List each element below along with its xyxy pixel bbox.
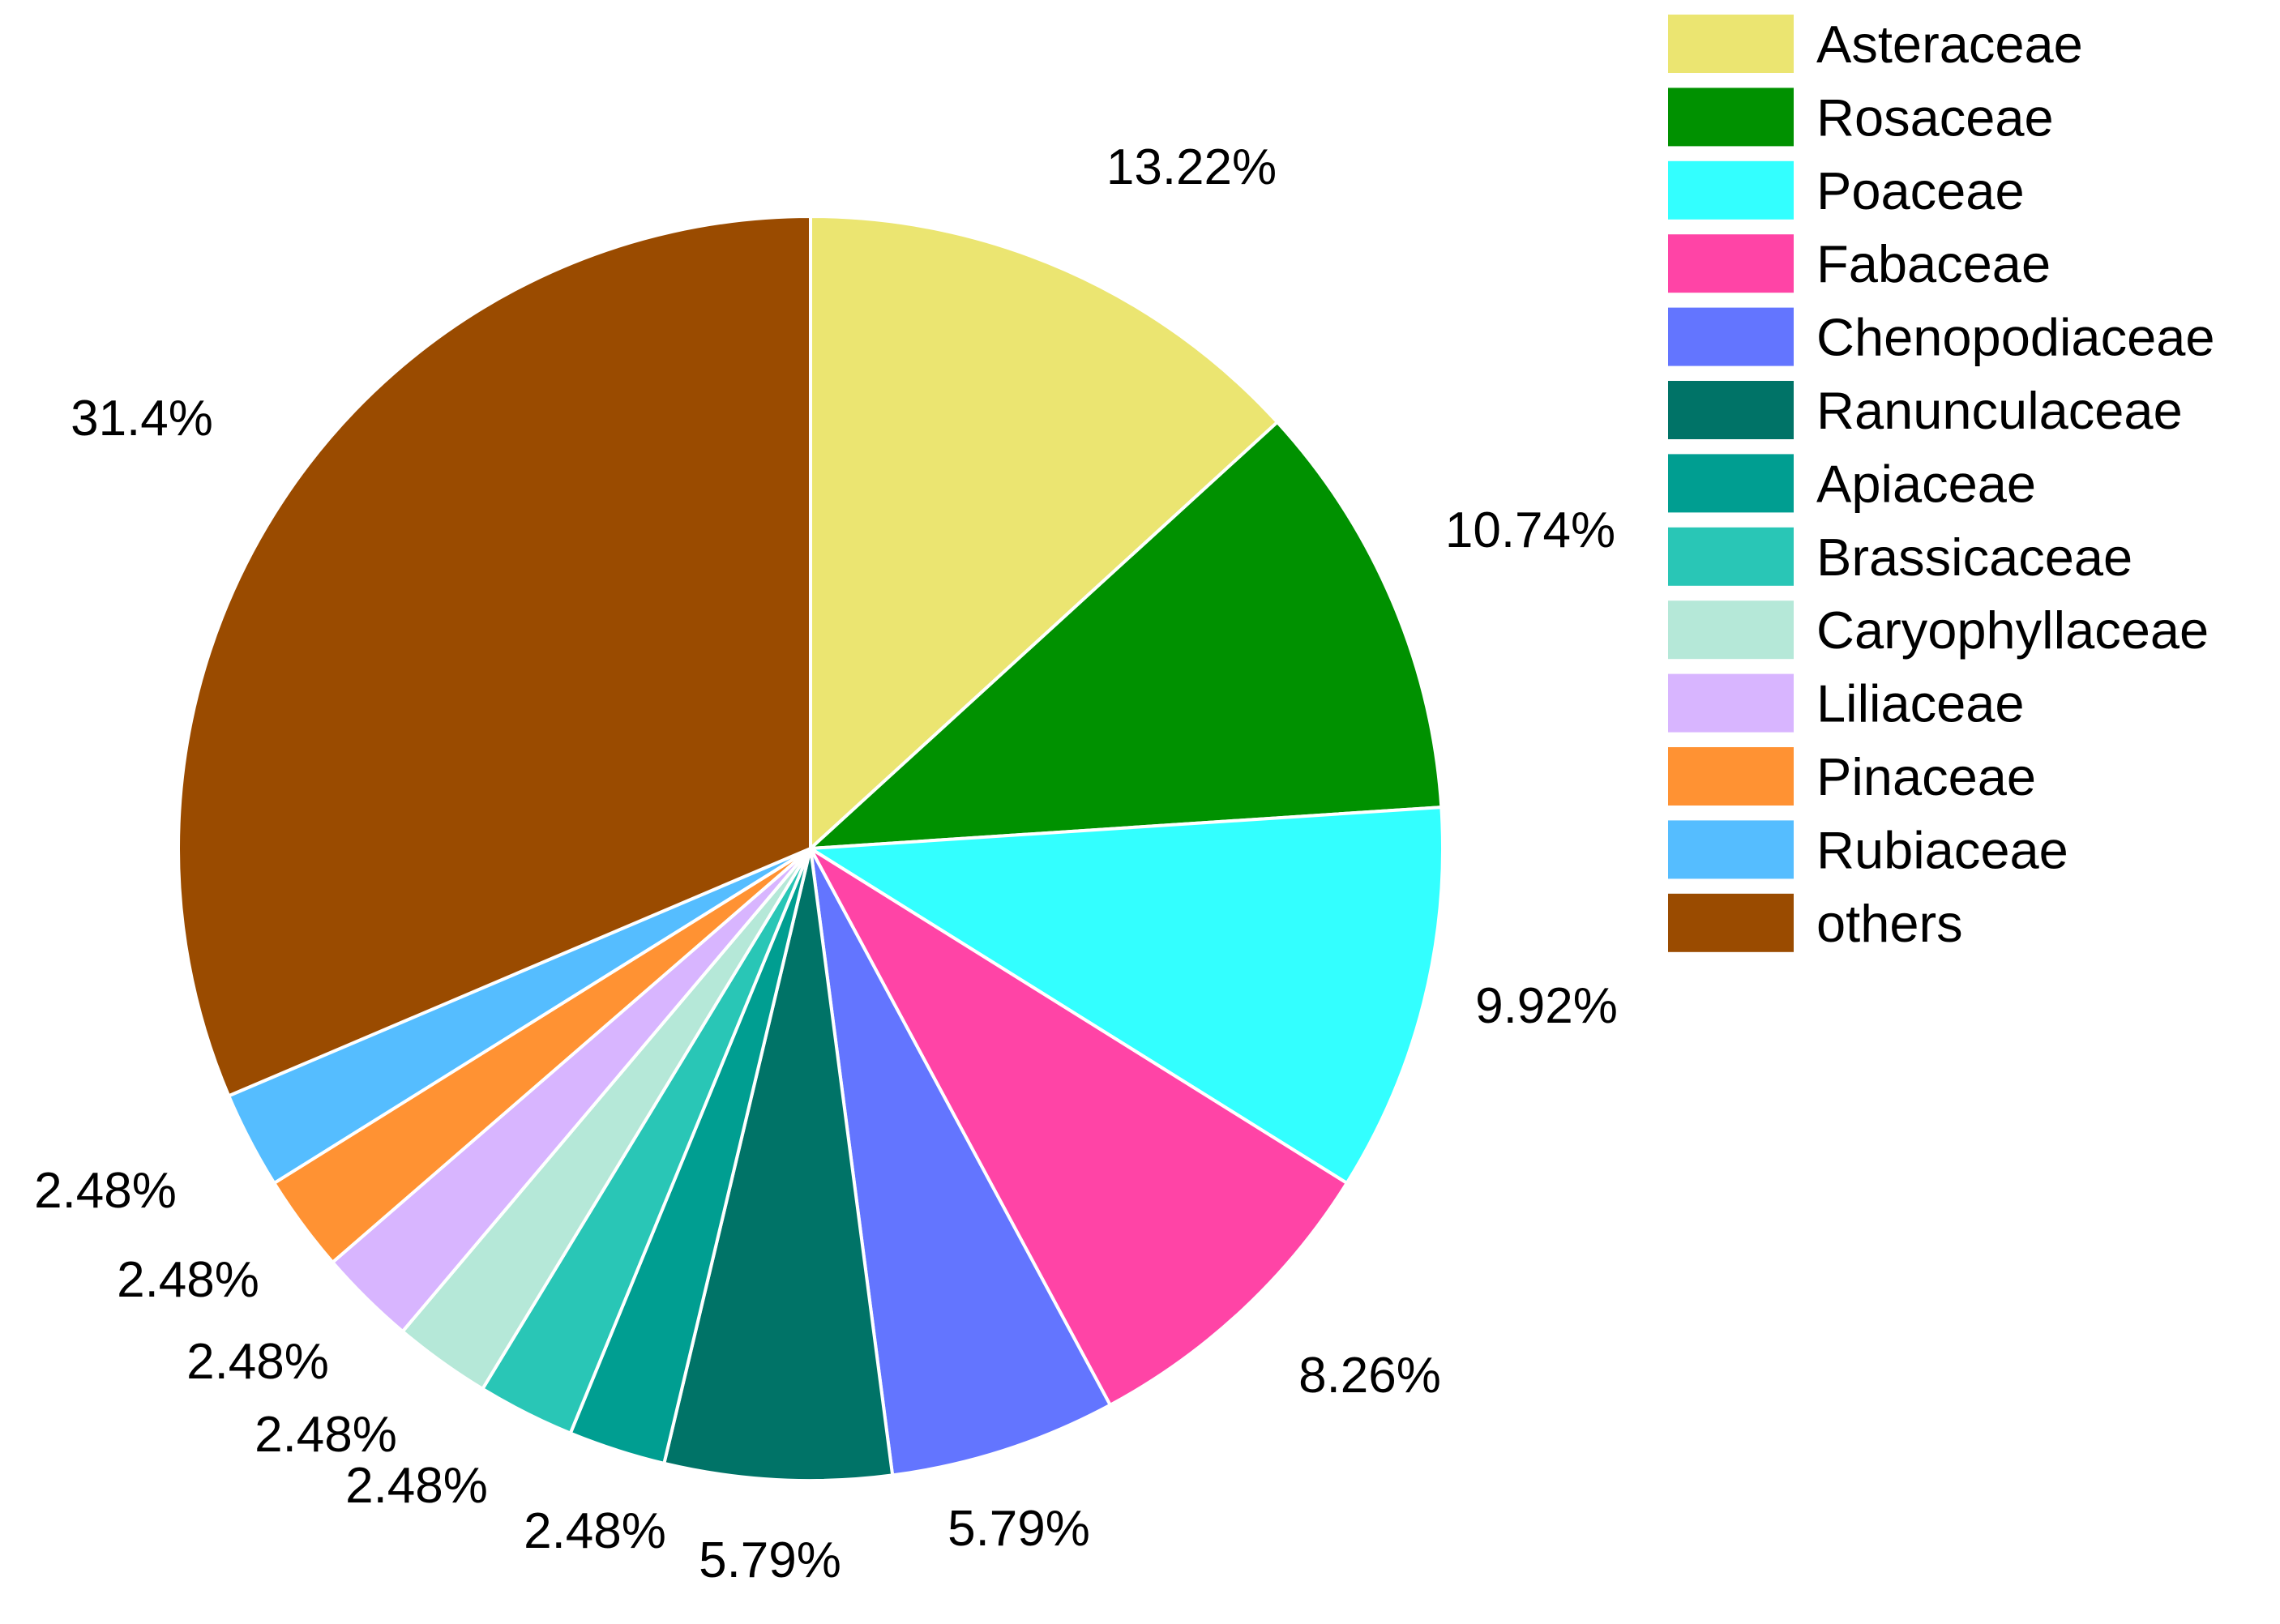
slice-label-liliaceae: 2.48% [186,1334,329,1390]
legend-swatch-apiaceae [1668,454,1794,513]
legend-swatch-rubiaceae [1668,820,1794,879]
slice-label-pinaceae: 2.48% [117,1252,259,1308]
slice-label-ranunculaceae: 5.79% [699,1532,841,1588]
legend-label-others: others [1816,894,1963,953]
slice-label-poaceae: 9.92% [1475,978,1618,1034]
legend-label-asteraceae: Asteraceae [1816,15,2083,74]
legend-label-rubiaceae: Rubiaceae [1816,820,2068,879]
pie-slice-rosaceae [809,420,1444,850]
slice-label-rubiaceae: 2.48% [34,1163,177,1219]
pie-slice-ranunculaceae [662,847,895,1482]
legend-label-caryophyllaceae: Caryophyllaceae [1816,600,2209,660]
percentage-labels: 13.22%10.74%9.92%8.26%5.79%5.79%2.48%2.4… [34,139,1618,1588]
legend: Asteraceae Rosaceae Poaceae Fabaceae Chenopo… [1668,15,2215,953]
pie-slice-others [177,215,812,1098]
legend-label-pinaceae: Pinaceae [1816,747,2036,806]
slice-label-asteraceae: 13.22% [1106,139,1277,195]
pie-slices [177,215,1444,1482]
legend-swatch-others [1668,893,1794,952]
legend-label-poaceae: Poaceae [1816,161,2025,220]
legend-label-rosaceae: Rosaceae [1816,88,2054,147]
legend-label-chenopodiaceae: Chenopodiaceae [1816,308,2215,367]
pie-slice-fabaceae [809,847,1349,1407]
legend-label-brassicaceae: Brassicaceae [1816,528,2132,587]
legend-swatch-liliaceae [1668,673,1794,733]
slice-label-apiaceae: 2.48% [524,1503,666,1559]
slice-label-chenopodiaceae: 5.79% [948,1501,1090,1557]
legend-swatch-ranunculaceae [1668,381,1794,439]
legend-swatch-rosaceae [1668,88,1794,147]
slice-label-brassicaceae: 2.48% [345,1458,488,1514]
legend-swatch-poaceae [1668,160,1794,220]
pie-slice-asteraceae [809,215,1279,850]
pie-slice-chenopodiaceae [809,847,1112,1477]
pie-slice-poaceae [809,806,1444,1185]
legend-label-apiaceae: Apiaceae [1816,454,2036,513]
legend-label-ranunculaceae: Ranunculaceae [1816,381,2183,440]
slice-label-fabaceae: 8.26% [1298,1348,1441,1404]
legend-swatch-pinaceae [1668,747,1794,806]
slice-label-caryophyllaceae: 2.48% [255,1407,397,1463]
legend-label-fabaceae: Fabaceae [1816,234,2051,293]
legend-swatch-brassicaceae [1668,527,1794,586]
legend-label-liliaceae: Liliaceae [1816,674,2025,733]
legend-swatch-caryophyllaceae [1668,600,1794,660]
slice-label-others: 31.4% [71,391,213,447]
legend-swatch-fabaceae [1668,234,1794,293]
slice-label-rosaceae: 10.74% [1445,502,1615,558]
legend-swatch-chenopodiaceae [1668,307,1794,366]
legend-swatch-asteraceae [1668,15,1794,73]
